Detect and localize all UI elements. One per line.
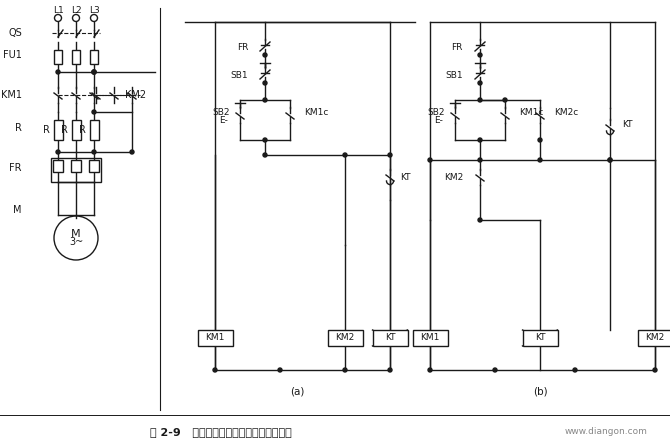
Circle shape (213, 368, 217, 372)
Text: SB2: SB2 (212, 107, 230, 116)
Circle shape (56, 150, 60, 154)
Circle shape (263, 138, 267, 142)
Circle shape (608, 158, 612, 162)
Circle shape (608, 158, 612, 162)
Circle shape (538, 138, 542, 142)
Circle shape (503, 98, 507, 102)
Text: KM2: KM2 (336, 333, 354, 342)
Bar (72, 120, 80, 140)
Text: M: M (71, 229, 81, 239)
Text: www.diangon.com: www.diangon.com (565, 428, 648, 436)
Circle shape (388, 368, 392, 372)
Circle shape (388, 153, 392, 157)
Text: KM2c: KM2c (554, 107, 578, 116)
Circle shape (428, 368, 432, 372)
Text: E-: E- (434, 115, 443, 124)
Text: (b): (b) (533, 387, 547, 397)
Text: M: M (13, 205, 22, 215)
Bar (72, 50, 80, 64)
Bar (53, 160, 63, 172)
Text: KT: KT (622, 119, 632, 128)
Text: L3: L3 (88, 5, 99, 15)
Circle shape (428, 158, 432, 162)
Circle shape (263, 81, 267, 85)
Circle shape (130, 150, 134, 154)
Bar (637, 330, 670, 346)
Circle shape (263, 98, 267, 102)
Text: SB1: SB1 (446, 71, 463, 79)
Bar (90, 120, 98, 140)
Text: FU1: FU1 (3, 50, 22, 60)
Text: KT: KT (400, 173, 411, 182)
Circle shape (478, 218, 482, 222)
Circle shape (653, 368, 657, 372)
Circle shape (263, 153, 267, 157)
Bar (54, 120, 62, 140)
Text: KM1: KM1 (205, 333, 224, 342)
Text: KT: KT (385, 333, 395, 342)
Circle shape (92, 70, 96, 74)
Bar (373, 330, 407, 346)
Circle shape (92, 150, 96, 154)
Text: KM1c: KM1c (519, 107, 543, 116)
Circle shape (538, 158, 542, 162)
Circle shape (478, 53, 482, 57)
Circle shape (92, 70, 96, 74)
Bar (54, 50, 62, 64)
Text: KM1: KM1 (420, 333, 440, 342)
Text: KM2: KM2 (645, 333, 665, 342)
Circle shape (92, 110, 96, 114)
Text: KM1c: KM1c (304, 107, 328, 116)
Circle shape (478, 81, 482, 85)
Text: E-: E- (219, 115, 228, 124)
Bar (89, 160, 99, 172)
Bar (413, 330, 448, 346)
Circle shape (493, 368, 497, 372)
Text: KT: KT (535, 333, 545, 342)
Text: QS: QS (8, 28, 22, 38)
Text: KM2: KM2 (125, 90, 146, 100)
Text: L1: L1 (53, 5, 64, 15)
Text: R: R (15, 123, 22, 133)
Text: R: R (61, 125, 68, 135)
Circle shape (478, 98, 482, 102)
Text: FR: FR (452, 43, 463, 52)
Bar (90, 50, 98, 64)
Bar (198, 330, 232, 346)
Circle shape (92, 70, 96, 74)
Circle shape (278, 368, 282, 372)
Circle shape (343, 153, 347, 157)
Circle shape (478, 158, 482, 162)
Circle shape (56, 70, 60, 74)
Text: FR: FR (237, 43, 248, 52)
Bar (71, 160, 81, 172)
Bar (51, 158, 101, 182)
Text: FR: FR (9, 163, 22, 173)
Text: 图 2-9   定子电路串电阱降压启动控制线路: 图 2-9 定子电路串电阱降压启动控制线路 (150, 427, 291, 437)
Circle shape (343, 368, 347, 372)
Bar (523, 330, 557, 346)
Text: L2: L2 (71, 5, 81, 15)
Text: KM1: KM1 (1, 90, 22, 100)
Text: SB1: SB1 (230, 71, 248, 79)
Circle shape (573, 368, 577, 372)
Circle shape (263, 53, 267, 57)
Text: R: R (79, 125, 86, 135)
Bar (328, 330, 362, 346)
Text: (a): (a) (290, 387, 304, 397)
Text: KM2: KM2 (444, 173, 463, 182)
Text: 3~: 3~ (69, 237, 83, 247)
Text: SB2: SB2 (427, 107, 445, 116)
Text: R: R (43, 125, 50, 135)
Circle shape (478, 138, 482, 142)
